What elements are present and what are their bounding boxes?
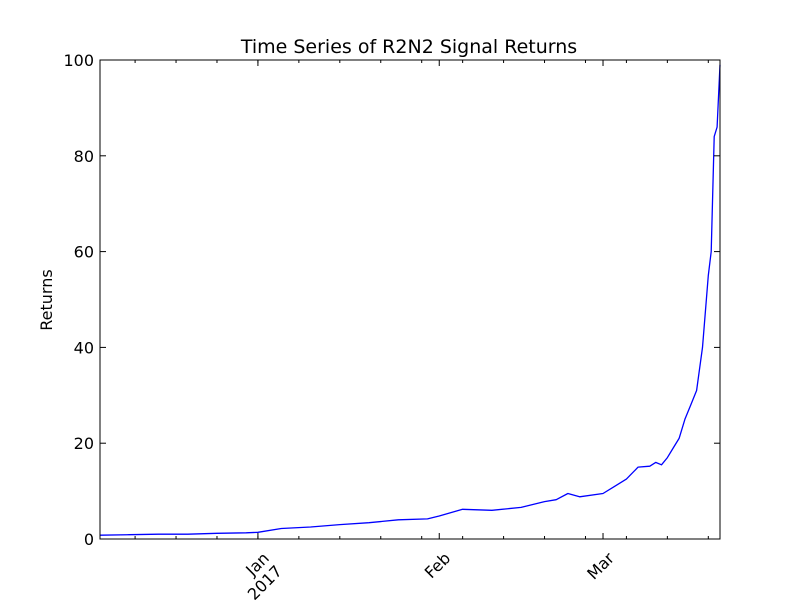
y-axis-label: Returns: [37, 269, 56, 330]
series-line-0: [99, 64, 721, 536]
x-tick-label: Feb: [421, 549, 454, 582]
y-tick-label: 40: [74, 338, 94, 357]
chart-title: Time Series of R2N2 Signal Returns: [240, 36, 577, 58]
y-tick-label: 0: [84, 530, 94, 549]
y-tick-label: 60: [74, 243, 94, 262]
y-tick-label: 20: [74, 434, 94, 453]
x-tick-label: Jan2017: [231, 549, 286, 600]
plot-area: 0 20 40 60 80 100 Jan2017 Feb Mar: [63, 51, 721, 600]
y-tick-label: 100: [63, 51, 94, 70]
plot-frame: [99, 59, 721, 540]
x-tick-label: Mar: [583, 548, 618, 583]
y-tick-label: 80: [74, 147, 94, 166]
